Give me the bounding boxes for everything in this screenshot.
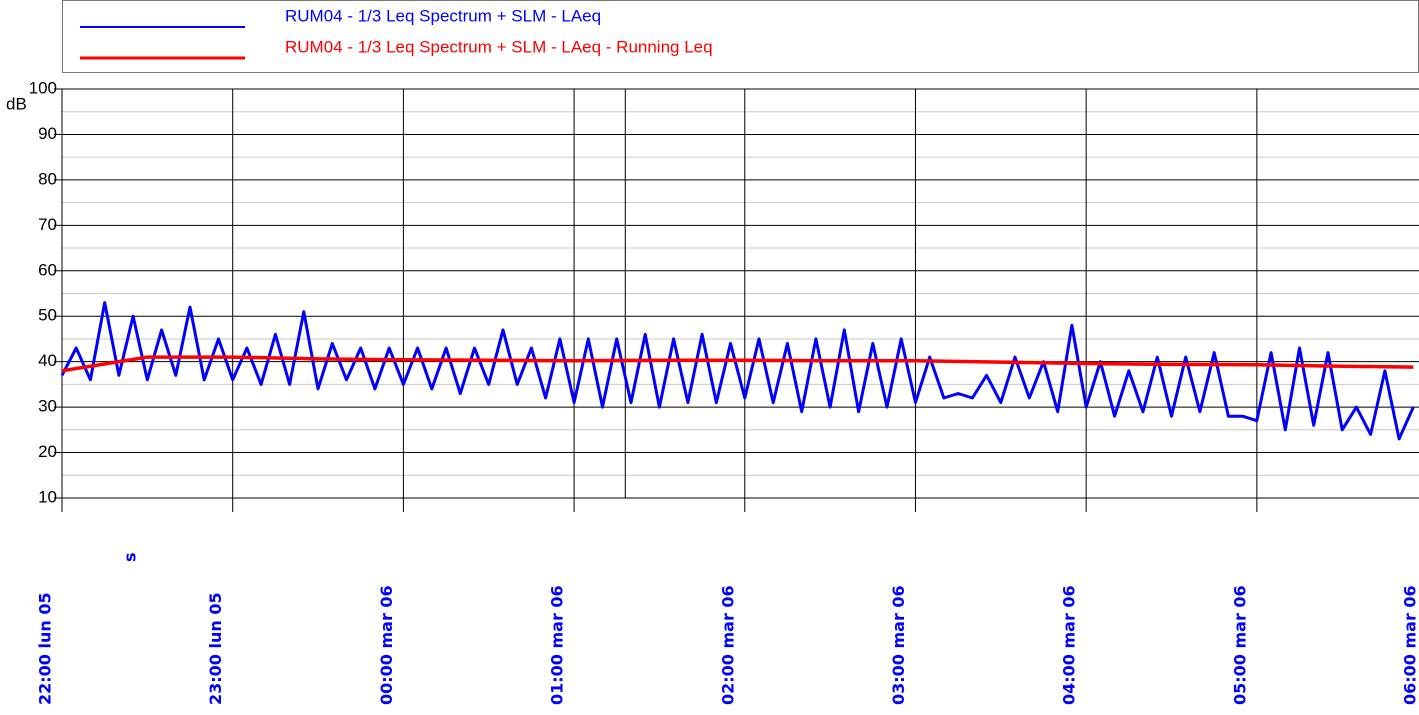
x-tick-label: 22:00 lun 05 bbox=[36, 592, 55, 705]
x-tick-label: 02:00 mar 06 bbox=[718, 585, 737, 705]
x-tick-label: 01:00 mar 06 bbox=[548, 585, 567, 705]
x-tick-label: 04:00 mar 06 bbox=[1060, 585, 1079, 705]
y-tick-label: 30 bbox=[38, 397, 57, 416]
x-tick-label: 05:00 mar 06 bbox=[1230, 585, 1249, 705]
y-tick-label: 90 bbox=[38, 124, 57, 143]
x-tick-label: 06:00 mar 06 bbox=[1401, 585, 1419, 705]
series-line bbox=[60, 301, 1415, 441]
y-tick-label: 100 bbox=[29, 78, 57, 97]
y-tick-label: 50 bbox=[38, 306, 57, 325]
x-tick-label: 03:00 mar 06 bbox=[889, 585, 908, 705]
y-tick-label: 20 bbox=[38, 442, 57, 461]
y-tick-label: 70 bbox=[38, 215, 57, 234]
series-line bbox=[61, 355, 1414, 373]
x-tick-label: 23:00 lun 05 bbox=[206, 592, 225, 705]
legend-label: RUM04 - 1/3 Leq Spectrum + SLM - LAeq bbox=[285, 6, 601, 25]
legend-label: RUM04 - 1/3 Leq Spectrum + SLM - LAeq - … bbox=[285, 37, 713, 56]
legend-box bbox=[62, 0, 1419, 73]
y-axis-label: dB bbox=[6, 94, 27, 113]
y-tick-label: 60 bbox=[38, 260, 57, 279]
y-tick-label: 80 bbox=[38, 169, 57, 188]
y-tick-label: 10 bbox=[38, 487, 57, 506]
annotation: s bbox=[121, 552, 140, 562]
x-tick-label: 00:00 mar 06 bbox=[377, 585, 396, 705]
y-tick-label: 40 bbox=[38, 351, 57, 370]
